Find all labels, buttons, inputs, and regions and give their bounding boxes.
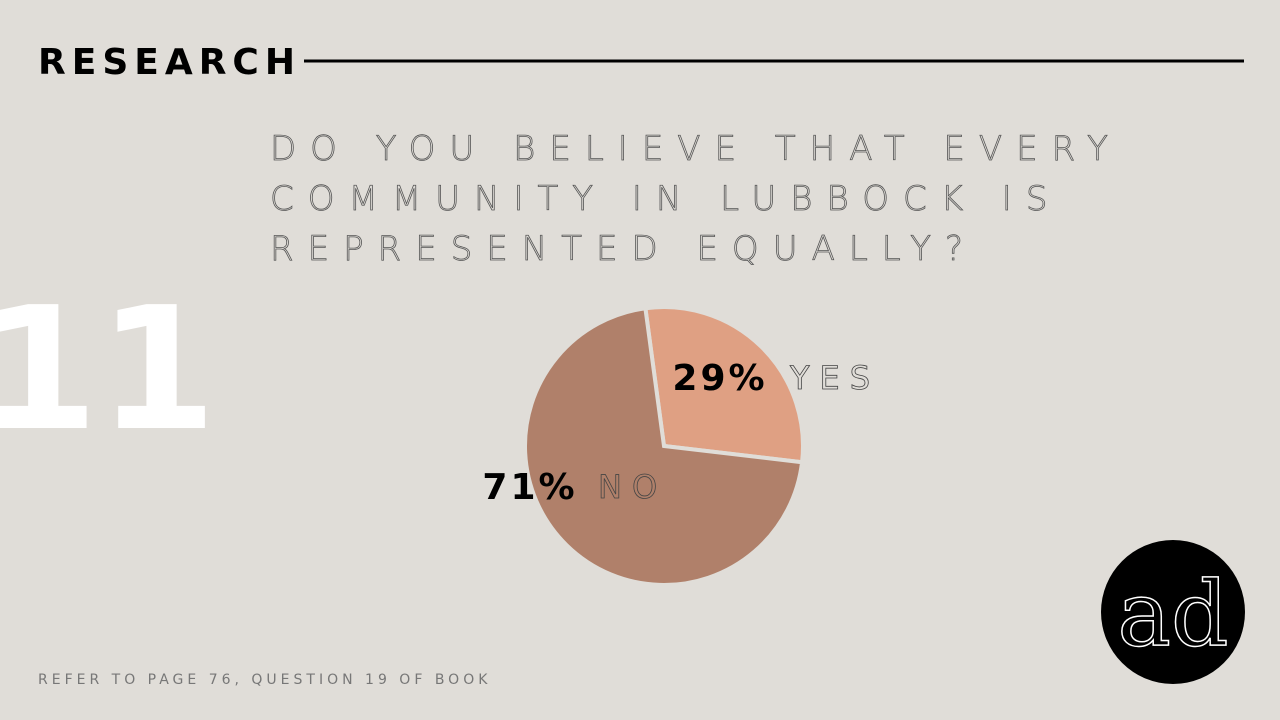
slide-number: 11 [0,271,217,469]
header: RESEARCH [38,42,301,83]
pie-slice [643,305,805,465]
value-label: 71% [482,467,577,508]
logo: ad [1117,562,1228,667]
question-line: REPRESENTED EQUALLY? [270,229,977,269]
question-line: COMMUNITY IN LUBBOCK IS [270,179,1061,219]
footer: REFER TO PAGE 76, QUESTION 19 OF BOOK [38,672,491,688]
logo-badge [1101,540,1245,684]
pie [523,305,805,587]
category-label: YES [789,359,880,397]
value-label: 29% [672,358,767,399]
category-label: NO [598,468,667,506]
question-line: DO YOU BELIEVE THAT EVERY [270,129,1122,169]
pie-slice [523,305,805,587]
